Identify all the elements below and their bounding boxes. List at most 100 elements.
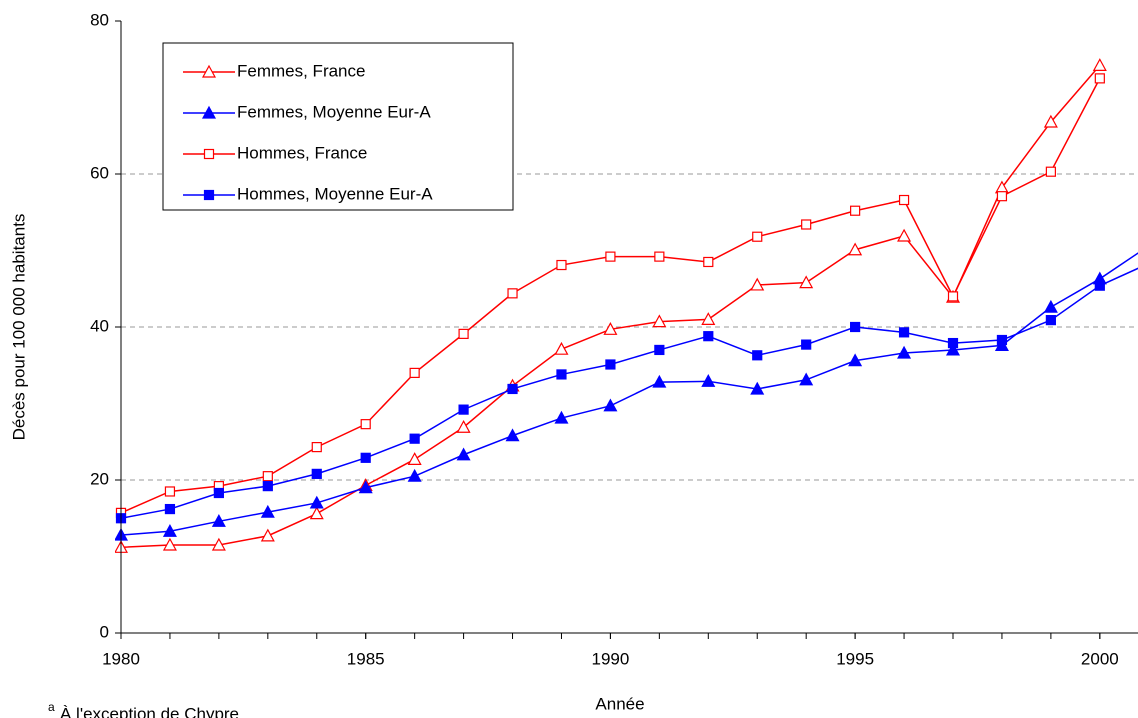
marker [897,228,912,242]
marker [752,231,763,242]
marker [801,339,812,350]
marker [458,404,469,415]
marker [703,256,714,268]
legend-label: Femmes, Moyenne Eur-A [237,102,431,121]
marker [505,428,520,442]
marker [556,259,567,271]
marker [897,345,912,359]
marker [1092,58,1107,71]
marker [1045,315,1056,326]
marker [556,369,567,380]
marker [799,275,814,289]
series-layer [115,58,1138,553]
y-tick-label: 0 [100,622,109,641]
marker [311,442,322,453]
marker [260,504,275,518]
y-axis-label: Décès pour 100 000 habitants [9,214,28,441]
marker [603,398,618,412]
marker [799,372,814,386]
marker [554,410,569,424]
marker [456,419,471,433]
x-tick-label: 1995 [836,649,874,668]
marker [211,514,226,527]
marker [360,419,371,430]
y-tick-label: 60 [90,163,109,182]
marker [262,471,273,482]
marker [262,481,273,492]
marker [652,374,667,388]
series-line [120,252,1138,536]
marker [701,312,716,325]
marker [407,468,422,482]
legend-marker [203,148,215,160]
marker [162,537,177,551]
marker [850,205,861,216]
marker [211,537,226,551]
marker [848,353,863,367]
marker [652,314,667,328]
marker [654,251,665,262]
marker [605,251,616,262]
marker [750,381,765,395]
marker [409,367,420,378]
y-tick-label: 80 [90,10,109,29]
marker [898,194,910,206]
marker [311,468,322,479]
marker [507,383,518,395]
marker [260,528,275,542]
marker [996,191,1008,202]
marker [654,344,665,356]
legend-marker [201,64,217,78]
marker [309,495,324,509]
legend-label: Hommes, France [237,143,367,162]
marker [996,334,1008,346]
marker [947,291,959,302]
marker [360,452,371,463]
marker [162,524,177,537]
marker [801,219,812,230]
marker [1094,280,1105,291]
x-tick-label: 1980 [102,649,140,668]
marker [1043,114,1058,128]
marker [945,342,961,356]
marker [1094,73,1105,84]
marker [213,487,224,499]
legend-marker [203,189,215,201]
marker [164,486,176,497]
legend-box [162,42,514,211]
series-line [120,267,1138,519]
x-axis-label: Année [595,694,644,713]
y-tick-label: 40 [90,316,109,335]
marker [752,350,763,361]
marker [164,503,176,515]
marker [848,242,863,256]
marker [701,374,716,387]
legend-marker [201,105,217,119]
marker [603,322,618,335]
x-tick-label: 1985 [347,649,385,668]
y-tick-label: 20 [90,469,109,488]
marker [358,480,373,494]
footnote-marker: a [48,700,55,714]
marker [898,327,910,338]
legend-label: Femmes, France [237,61,365,80]
marker [750,277,765,291]
marker [409,433,420,444]
marker [456,447,471,461]
marker [507,288,518,299]
marker [407,452,422,465]
legend: Femmes, France Femmes, Moyenne Eur-A Homme… [162,42,514,211]
marker [850,321,861,333]
x-tick-label: 1990 [591,649,629,668]
marker [309,506,324,520]
x-tick-label: 2000 [1081,649,1119,668]
footnote: À l'exception de Chypre [60,704,239,718]
marker [1045,166,1056,177]
marker [605,359,616,370]
marker [1043,299,1058,313]
marker [554,341,569,355]
legend-label: Hommes, Moyenne Eur-A [237,184,433,203]
marker [458,328,469,339]
